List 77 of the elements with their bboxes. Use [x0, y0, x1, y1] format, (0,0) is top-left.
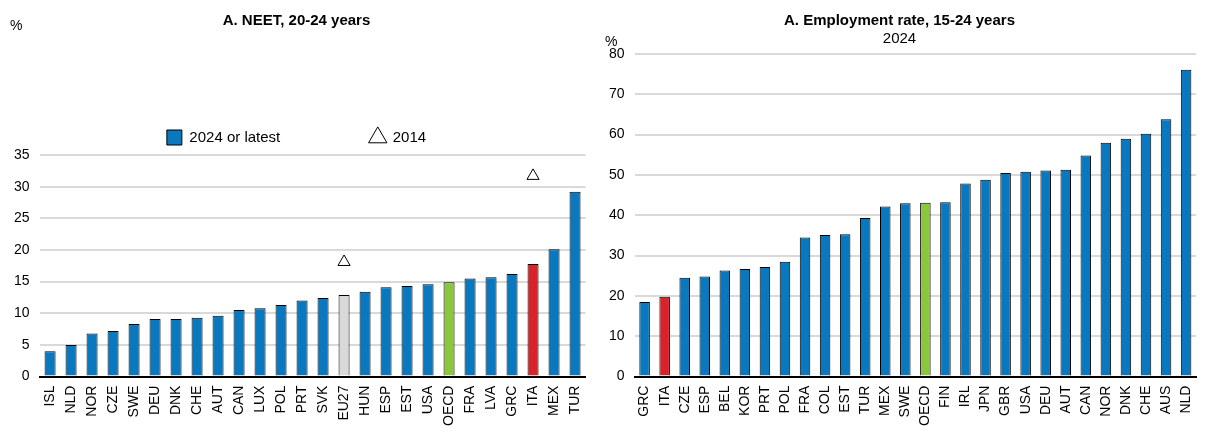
- x-tick-label: OECD: [916, 385, 933, 426]
- x-tick-label: SVK: [313, 384, 330, 414]
- x-tick-label: AUT: [1056, 385, 1073, 414]
- x-tick-label: NOR: [1096, 385, 1113, 417]
- x-tick-label: ESP: [376, 385, 393, 414]
- x-tick-label: CHE: [187, 385, 204, 416]
- y-tick-label: 5: [21, 335, 30, 352]
- x-tick-label: TUR: [565, 385, 582, 415]
- y-tick-label: 10: [608, 327, 625, 344]
- x-tick-label: MEX: [876, 384, 893, 416]
- x-tick-label: LVA: [481, 384, 498, 410]
- x-tick-label: DNK: [1116, 384, 1133, 416]
- y-tick-label: 20: [13, 240, 30, 257]
- x-tick-label: ISL: [40, 385, 57, 407]
- x-tick-label: POL: [271, 385, 288, 414]
- y-tick-label: 35: [13, 145, 30, 162]
- x-tick-label: CZE: [675, 385, 692, 414]
- x-tick-label: NLD: [1176, 385, 1193, 414]
- x-tick-label: POL: [775, 385, 792, 414]
- x-tick-label: OECD: [439, 385, 456, 426]
- legend-label: 2014: [392, 127, 427, 145]
- chart-title: A. Employment rate, 15-24 years: [784, 11, 1015, 29]
- x-tick-label: MEX: [544, 384, 561, 416]
- x-tick-label: ESP: [695, 385, 712, 414]
- chart-title: A. NEET, 20-24 years: [222, 11, 371, 29]
- x-tick-label: PRT: [755, 385, 772, 414]
- x-tick-label: ITA: [655, 384, 672, 407]
- y-tick-label: 40: [608, 206, 625, 223]
- x-tick-label: SWE: [896, 385, 913, 418]
- x-tick-label: SWE: [124, 385, 141, 418]
- y-tick-label: 30: [608, 246, 625, 263]
- x-tick-label: JPN: [976, 385, 993, 412]
- x-tick-label: FIN: [936, 385, 953, 409]
- x-tick-label: TUR: [856, 385, 873, 415]
- x-tick-label: DNK: [166, 384, 183, 416]
- y-tick-label: 10: [13, 304, 30, 321]
- x-tick-label: KOR: [735, 385, 752, 416]
- x-tick-label: EST: [836, 385, 853, 413]
- x-tick-label: DEU: [145, 385, 162, 416]
- x-tick-label: COL: [815, 385, 832, 415]
- chart-subtitle: 2024: [882, 29, 917, 47]
- y-tick-label: 70: [608, 85, 625, 102]
- x-tick-label: CAN: [1076, 385, 1093, 416]
- x-tick-label: GRC: [502, 385, 519, 417]
- x-tick-label: NLD: [61, 385, 78, 414]
- y-tick-label: 0: [616, 367, 625, 384]
- x-tick-label: DEU: [1036, 385, 1053, 416]
- y-tick-label: 50: [608, 165, 625, 182]
- legend-label: 2024 or latest: [189, 127, 282, 145]
- x-tick-label: FRA: [460, 384, 477, 414]
- x-tick-label: AUT: [208, 385, 225, 414]
- x-tick-label: GRC: [635, 385, 652, 417]
- y-axis-title: %: [605, 32, 618, 49]
- x-tick-label: LUX: [250, 384, 267, 413]
- x-tick-label: AUS: [1156, 385, 1173, 415]
- x-tick-label: HUN: [355, 385, 372, 416]
- x-tick-label: EST: [397, 385, 414, 413]
- x-tick-label: CHE: [1136, 385, 1153, 416]
- x-tick-label: PRT: [292, 385, 309, 414]
- x-tick-label: ITA: [523, 384, 540, 407]
- y-tick-label: 20: [608, 286, 625, 303]
- y-tick-label: 60: [608, 125, 625, 142]
- y-tick-label: 25: [13, 209, 30, 226]
- y-tick-label: 0: [21, 367, 30, 384]
- x-tick-label: IRL: [956, 385, 973, 408]
- x-tick-label: EU27: [334, 385, 351, 421]
- x-tick-label: USA: [418, 384, 435, 415]
- x-tick-label: GBR: [996, 385, 1013, 416]
- y-axis-title: %: [10, 16, 23, 33]
- y-tick-label: 30: [13, 177, 30, 194]
- x-tick-label: BEL: [715, 385, 732, 413]
- x-tick-label: USA: [1016, 384, 1033, 415]
- y-tick-label: 15: [13, 272, 30, 289]
- x-tick-label: NOR: [82, 385, 99, 417]
- x-tick-label: CZE: [103, 385, 120, 414]
- x-tick-label: FRA: [795, 384, 812, 414]
- x-tick-label: CAN: [229, 385, 246, 416]
